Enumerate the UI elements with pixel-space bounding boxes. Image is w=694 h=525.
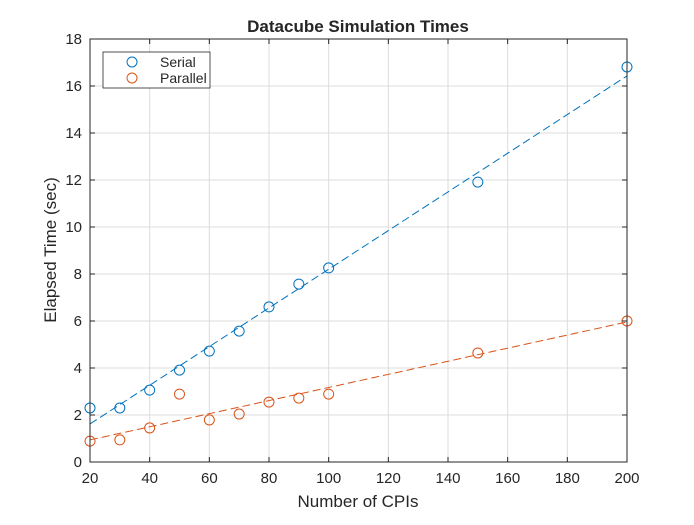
point-serial [323, 262, 335, 274]
y-tick-label: 10 [65, 219, 82, 236]
point-parallel [472, 347, 484, 359]
axes-box [89, 38, 628, 463]
point-serial [233, 325, 245, 337]
x-tick-label: 100 [316, 470, 341, 487]
point-serial [263, 301, 275, 313]
point-serial [293, 278, 305, 290]
point-parallel [293, 392, 305, 404]
fit-line-parallel [89, 321, 628, 441]
x-tick-label: 140 [435, 470, 460, 487]
legend-label-parallel: Parallel [160, 70, 207, 86]
x-axis-label: Number of CPIs [298, 492, 419, 511]
point-serial [203, 345, 215, 357]
point-parallel [144, 422, 156, 434]
y-tick-label: 16 [65, 78, 82, 95]
y-tick-label: 12 [65, 172, 82, 189]
y-tick-label: 2 [74, 407, 82, 424]
point-serial [174, 364, 185, 376]
legend-marker-parallel [126, 72, 138, 84]
x-tick-label: 20 [82, 470, 99, 487]
ticks: 20 40 60 80 100 120 140 160 180 200 0 2 4 6 8 10 12 14 16 1… [65, 31, 639, 487]
x-tick-label: 200 [614, 470, 639, 487]
legend-label-serial: Serial [160, 54, 196, 70]
point-serial [114, 402, 126, 414]
point-parallel [174, 388, 185, 400]
y-tick-label: 14 [65, 125, 82, 142]
chart-title: Datacube Simulation Times [247, 17, 469, 36]
y-tick-label: 8 [74, 266, 82, 283]
legend-marker-serial [126, 56, 138, 68]
y-tick-label: 18 [65, 31, 82, 48]
x-tick-label: 80 [261, 470, 278, 487]
legend[interactable]: Serial Parallel [102, 51, 211, 89]
y-tick-label: 6 [74, 313, 82, 330]
x-tick-label: 60 [201, 470, 218, 487]
fit-lines [89, 75, 628, 441]
point-parallel [323, 388, 335, 400]
fit-line-serial [89, 75, 628, 425]
point-parallel [114, 434, 126, 446]
y-axis-label: Elapsed Time (sec) [41, 177, 60, 323]
point-serial [472, 176, 484, 188]
point-parallel [263, 396, 275, 408]
point-serial [144, 384, 156, 396]
y-tick-label: 4 [74, 360, 82, 377]
point-parallel [203, 414, 215, 426]
y-tick-label: 0 [74, 454, 82, 471]
x-tick-label: 40 [141, 470, 158, 487]
x-tick-label: 180 [555, 470, 580, 487]
x-tick-label: 160 [495, 470, 520, 487]
legend-box [102, 51, 211, 89]
x-tick-label: 120 [376, 470, 401, 487]
point-parallel [233, 408, 245, 420]
